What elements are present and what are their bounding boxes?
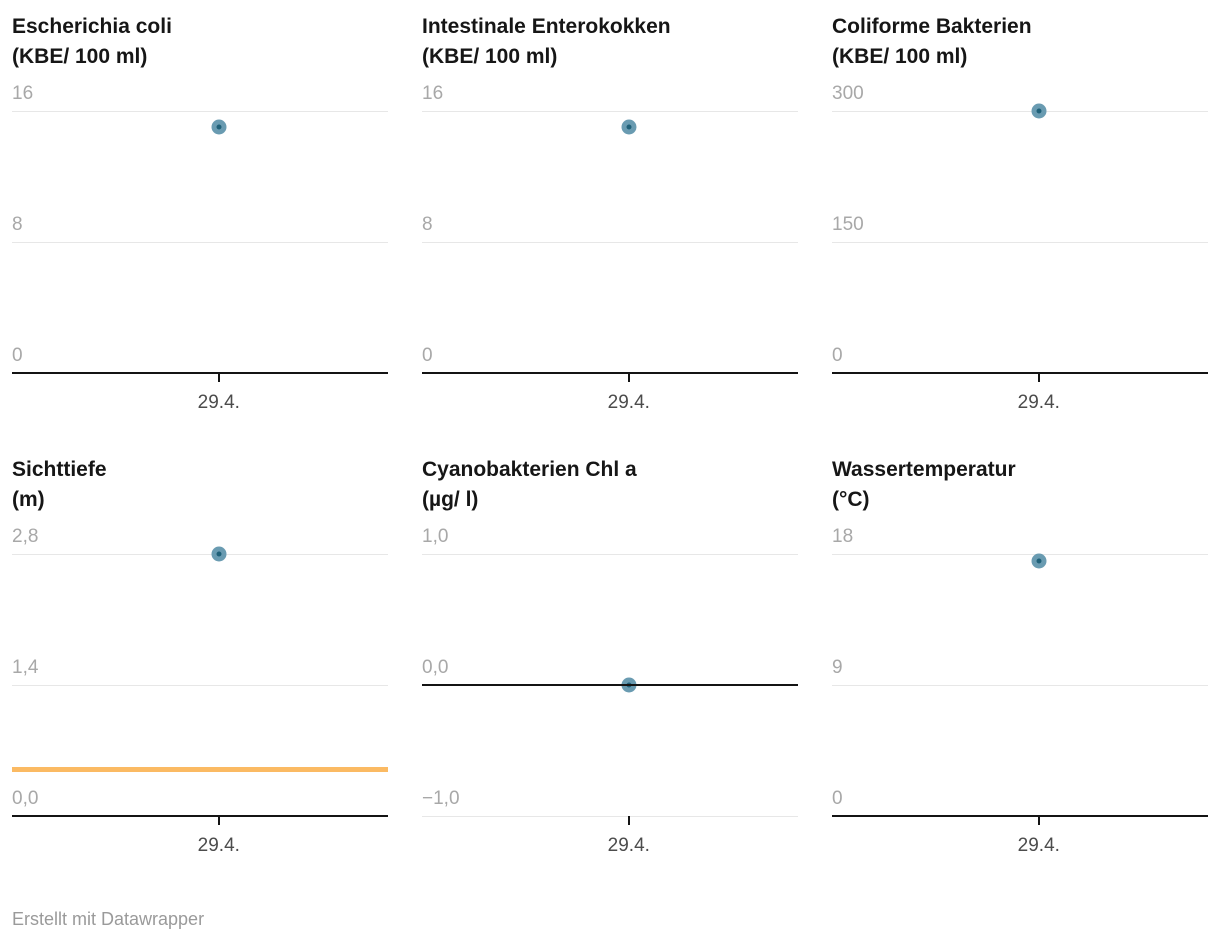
- x-tick-label: 29.4.: [1017, 392, 1060, 413]
- data-point-core: [216, 124, 222, 130]
- plot-area: 16 8 0 29.4.: [12, 72, 388, 417]
- panel-unit-text: (m): [12, 488, 45, 511]
- panel-title-text: Cyanobakterien Chl a: [422, 458, 637, 481]
- y-tick-label: 0: [832, 345, 843, 366]
- y-gridline: [422, 241, 798, 243]
- plot-area: 16 8 0 29.4.: [422, 72, 798, 417]
- x-axis-baseline: [832, 371, 1208, 375]
- threshold-line: [12, 766, 388, 772]
- panel-title: Coliforme Bakterien (KBE/ 100 ml): [832, 12, 1208, 72]
- panel-unit-text: (µg/ l): [422, 488, 479, 511]
- panel-intestinale-enterokokken: Intestinale Enterokokken (KBE/ 100 ml) 16 8…: [422, 12, 798, 417]
- plot-area: 300 150 0 29.4.: [832, 72, 1208, 417]
- y-gridline: [422, 110, 798, 112]
- panel-title: Intestinale Enterokokken (KBE/ 100 ml): [422, 12, 798, 72]
- panel-title: Wassertemperatur (°C): [832, 455, 1208, 515]
- x-axis-baseline: [12, 371, 388, 375]
- y-gridline: [832, 684, 1208, 686]
- y-tick-label: 1,4: [12, 657, 39, 678]
- y-tick-label: 2,8: [12, 526, 39, 547]
- panel-title: Escherichia coli (KBE/ 100 ml): [12, 12, 388, 72]
- x-tick-mark: [1037, 816, 1040, 825]
- panel-escherichia-coli: Escherichia coli (KBE/ 100 ml) 16 8 0 29.4.: [12, 12, 388, 417]
- panel-wassertemperatur: Wassertemperatur (°C) 18 9 0 29.4.: [832, 455, 1208, 860]
- panel-title-text: Coliforme Bakterien: [832, 15, 1032, 38]
- x-axis-baseline: [12, 814, 388, 818]
- y-tick-label: 0,0: [12, 788, 39, 809]
- y-gridline: [12, 684, 388, 686]
- x-axis-baseline: [422, 371, 798, 375]
- y-tick-label: 0: [422, 345, 433, 366]
- y-gridline: [12, 553, 388, 555]
- x-tick-mark: [1037, 373, 1040, 382]
- data-point: [1031, 103, 1047, 119]
- data-point: [1031, 553, 1047, 569]
- y-tick-label: 150: [832, 214, 864, 235]
- x-tick-label: 29.4.: [607, 392, 650, 413]
- panels-grid: Escherichia coli (KBE/ 100 ml) 16 8 0 29.4. In…: [12, 12, 1208, 860]
- y-tick-label: 0: [832, 788, 843, 809]
- y-tick-label: 300: [832, 83, 864, 104]
- plot-area: 1,0 0,0 −1,0 29.4.: [422, 515, 798, 860]
- y-tick-label: 8: [12, 214, 23, 235]
- panel-title: Sichttiefe (m): [12, 455, 388, 515]
- panel-title-text: Intestinale Enterokokken: [422, 15, 671, 38]
- data-point: [621, 119, 637, 135]
- y-tick-label: 9: [832, 657, 843, 678]
- data-point-core: [1036, 558, 1042, 564]
- x-tick-label: 29.4.: [1017, 835, 1060, 856]
- y-gridline: [12, 110, 388, 112]
- panel-cyanobakterien-chl-a: Cyanobakterien Chl a (µg/ l) 1,0 0,0 −1,0 29.…: [422, 455, 798, 860]
- panel-title-text: Wassertemperatur: [832, 458, 1016, 481]
- plot-area: 2,8 1,4 0,0 29.4.: [12, 515, 388, 860]
- x-tick-label: 29.4.: [197, 392, 240, 413]
- panel-title-text: Sichttiefe: [12, 458, 107, 481]
- x-tick-mark: [627, 373, 630, 382]
- data-point-core: [1036, 108, 1042, 114]
- x-tick-mark: [627, 816, 630, 825]
- x-tick-label: 29.4.: [197, 835, 240, 856]
- panel-sichttiefe: Sichttiefe (m) 2,8 1,4 0,0 29.4.: [12, 455, 388, 860]
- y-tick-label: 16: [422, 83, 444, 104]
- data-point-core: [626, 124, 632, 130]
- x-axis-baseline: [832, 814, 1208, 818]
- attribution-footer: Erstellt mit Datawrapper: [12, 909, 205, 929]
- data-point-core: [216, 551, 222, 557]
- panel-unit-text: (KBE/ 100 ml): [832, 45, 968, 68]
- y-gridline: [422, 815, 798, 817]
- y-tick-label: 1,0: [422, 526, 449, 547]
- zero-line: [422, 684, 798, 686]
- panel-title-text: Escherichia coli: [12, 15, 172, 38]
- data-point: [211, 546, 227, 562]
- y-gridline: [12, 241, 388, 243]
- y-tick-label: 0,0: [422, 657, 449, 678]
- y-tick-label: 0: [12, 345, 23, 366]
- y-tick-label: 18: [832, 526, 854, 547]
- y-tick-label: −1,0: [422, 788, 460, 809]
- panel-unit-text: (KBE/ 100 ml): [422, 45, 558, 68]
- x-tick-mark: [217, 816, 220, 825]
- y-gridline: [832, 241, 1208, 243]
- y-gridline: [422, 553, 798, 555]
- data-point: [211, 119, 227, 135]
- y-gridline: [832, 110, 1208, 112]
- y-tick-label: 16: [12, 83, 34, 104]
- panel-unit-text: (°C): [832, 488, 870, 511]
- x-tick-mark: [217, 373, 220, 382]
- y-gridline: [832, 553, 1208, 555]
- x-tick-label: 29.4.: [607, 835, 650, 856]
- panel-coliforme-bakterien: Coliforme Bakterien (KBE/ 100 ml) 300 150 0 2…: [832, 12, 1208, 417]
- panel-unit-text: (KBE/ 100 ml): [12, 45, 148, 68]
- panel-title: Cyanobakterien Chl a (µg/ l): [422, 455, 798, 515]
- y-tick-label: 8: [422, 214, 433, 235]
- plot-area: 18 9 0 29.4.: [832, 515, 1208, 860]
